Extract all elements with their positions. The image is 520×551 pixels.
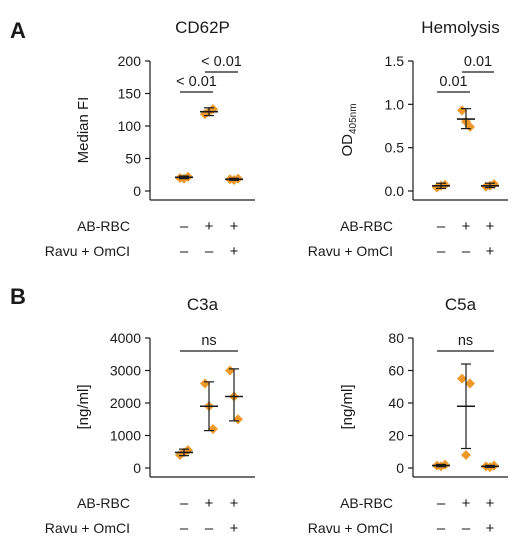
data-point bbox=[208, 424, 218, 434]
condition-symbol: – bbox=[437, 218, 446, 235]
y-tick-label: 200 bbox=[118, 53, 142, 69]
y-tick-label: 50 bbox=[125, 151, 141, 167]
y-axis-label-sub: 405nm bbox=[348, 103, 359, 134]
y-axis-label-main: OD bbox=[339, 134, 356, 157]
condition-symbol: + bbox=[205, 495, 214, 512]
condition-symbol: – bbox=[205, 520, 214, 537]
condition-symbol: – bbox=[437, 495, 446, 512]
condition-row-label: Ravu + OmCI bbox=[45, 520, 130, 536]
condition-row-label: AB-RBC bbox=[340, 495, 393, 511]
y-tick-label: 60 bbox=[388, 363, 404, 379]
y-tick-label: 0 bbox=[133, 183, 141, 199]
condition-symbol: + bbox=[486, 520, 495, 537]
chart-hemolysis: Hemolysis 0.0 0.5 1.0 1.5 OD405nm 0.01 0.01 AB-R… bbox=[308, 18, 508, 260]
significance-label: ns bbox=[458, 333, 473, 349]
condition-symbol: – bbox=[462, 520, 471, 537]
data-point bbox=[225, 365, 235, 376]
y-axis-label: OD405nm bbox=[339, 103, 359, 156]
condition-symbol: + bbox=[486, 218, 495, 235]
y-axis-label: Median FI bbox=[75, 97, 92, 164]
significance-label: ns bbox=[201, 333, 216, 349]
condition-symbol: – bbox=[180, 218, 189, 235]
condition-symbol: + bbox=[462, 495, 471, 512]
panel-label-a: A bbox=[10, 18, 26, 43]
condition-row-label: AB-RBC bbox=[340, 218, 393, 234]
significance-label: 0.01 bbox=[464, 54, 492, 70]
data-point bbox=[233, 414, 243, 425]
y-axis-label: [ng/ml] bbox=[75, 384, 92, 429]
y-tick-label: 4000 bbox=[110, 330, 141, 346]
y-tick-label: 0 bbox=[133, 460, 141, 476]
y-tick-label: 3000 bbox=[110, 363, 141, 379]
panel-label-b: B bbox=[10, 284, 26, 309]
y-tick-label: 0 bbox=[396, 460, 404, 476]
condition-row-label: Ravu + OmCI bbox=[308, 520, 393, 536]
condition-symbol: + bbox=[486, 495, 495, 512]
condition-symbol: – bbox=[205, 243, 214, 260]
condition-symbol: – bbox=[180, 520, 189, 537]
condition-symbol: + bbox=[230, 520, 239, 537]
data-point bbox=[465, 378, 475, 389]
y-axis-label: [ng/ml] bbox=[339, 384, 356, 429]
condition-symbol: – bbox=[437, 520, 446, 537]
significance-label: < 0.01 bbox=[201, 54, 242, 70]
condition-row-label: Ravu + OmCI bbox=[45, 243, 130, 259]
y-tick-label: 1.5 bbox=[385, 53, 405, 69]
y-tick-label: 0.0 bbox=[385, 183, 405, 199]
data-point bbox=[461, 450, 471, 460]
condition-symbol: – bbox=[462, 243, 471, 260]
chart-cd62p: CD62P 0 50 100 150 200 Median FI < 0.01 < 0.01 AB… bbox=[45, 18, 255, 260]
condition-row-label: Ravu + OmCI bbox=[308, 243, 393, 259]
y-tick-label: 2000 bbox=[110, 395, 141, 411]
y-tick-label: 150 bbox=[118, 86, 142, 102]
chart-title: Hemolysis bbox=[421, 18, 499, 37]
y-tick-label: 40 bbox=[388, 395, 404, 411]
condition-symbol: + bbox=[230, 218, 239, 235]
chart-title: C3a bbox=[187, 295, 219, 314]
chart-title: CD62P bbox=[175, 18, 230, 37]
y-tick-label: 80 bbox=[388, 330, 404, 346]
data-point bbox=[457, 105, 467, 116]
condition-symbol: – bbox=[437, 243, 446, 260]
y-tick-label: 100 bbox=[118, 118, 142, 134]
data-point bbox=[200, 378, 210, 389]
condition-symbol: + bbox=[462, 218, 471, 235]
significance-label: < 0.01 bbox=[176, 74, 217, 90]
data-point bbox=[457, 373, 467, 384]
y-tick-label: 1000 bbox=[110, 428, 141, 444]
y-tick-label: 20 bbox=[388, 428, 404, 444]
condition-row-label: AB-RBC bbox=[77, 218, 130, 234]
condition-symbol: – bbox=[180, 243, 189, 260]
condition-symbol: + bbox=[230, 243, 239, 260]
condition-symbol: + bbox=[486, 243, 495, 260]
condition-symbol: – bbox=[180, 495, 189, 512]
y-tick-label: 1.0 bbox=[385, 96, 405, 112]
condition-symbol: + bbox=[230, 495, 239, 512]
condition-row-label: AB-RBC bbox=[77, 495, 130, 511]
significance-label: 0.01 bbox=[439, 74, 467, 90]
condition-symbol: + bbox=[205, 218, 214, 235]
y-tick-label: 0.5 bbox=[385, 140, 405, 156]
chart-title: C5a bbox=[445, 295, 477, 314]
